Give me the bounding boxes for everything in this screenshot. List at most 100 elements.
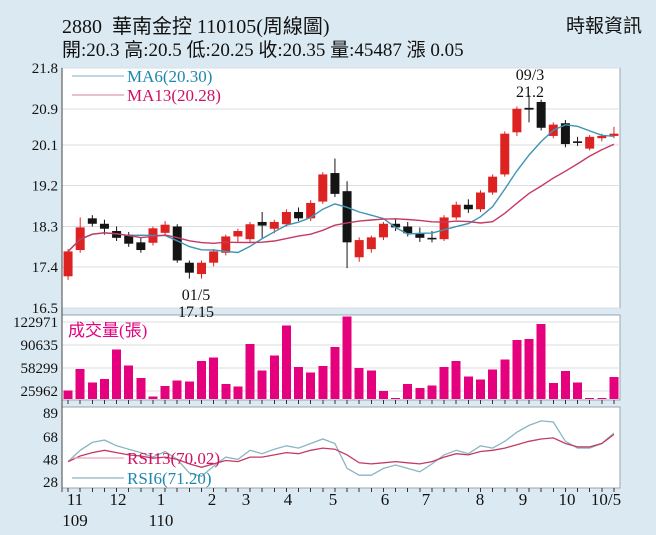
- candle: [294, 207, 304, 222]
- candle: [391, 219, 401, 232]
- price-y-tick: 21.8: [32, 61, 58, 77]
- candle-body: [172, 226, 182, 261]
- volume-bar: [488, 369, 498, 399]
- candle-body: [439, 217, 449, 240]
- candle-body: [488, 176, 498, 193]
- candle: [342, 181, 352, 269]
- candle: [318, 172, 328, 204]
- candle: [573, 136, 583, 146]
- candle-body: [160, 224, 170, 233]
- ma13-legend-label: MA13(20.28): [127, 86, 221, 105]
- volume-bar: [197, 361, 206, 399]
- x-axis-ticks: [67, 400, 615, 492]
- candle-body: [245, 224, 255, 240]
- volume-bar: [184, 381, 194, 399]
- candle: [451, 201, 461, 220]
- volume-y-tick: 25962: [21, 384, 59, 400]
- month-label: 10/5: [591, 490, 621, 509]
- month-label: 8: [476, 490, 485, 509]
- candle: [463, 199, 473, 213]
- candle-body: [184, 262, 194, 273]
- candle-body: [609, 133, 619, 136]
- candle-body: [366, 237, 376, 250]
- price-y-tick: 17.4: [32, 260, 59, 276]
- price-y-tick: 16.5: [32, 301, 58, 317]
- candle: [257, 212, 267, 238]
- rsi13-legend-label: RSI13(70.02): [127, 449, 220, 468]
- annotation-text: 17.15: [178, 304, 214, 321]
- candle-body: [524, 107, 534, 110]
- candle: [476, 190, 485, 212]
- volume-bar: [573, 382, 583, 399]
- price-y-tick: 20.9: [32, 102, 58, 118]
- volume-bar: [160, 385, 170, 399]
- month-label: 12: [110, 490, 127, 509]
- volume-bar: [597, 398, 607, 399]
- volume-bar: [124, 365, 134, 399]
- volume-bar: [172, 380, 182, 399]
- year-label: 110: [149, 511, 174, 530]
- candle-body: [403, 226, 413, 234]
- candle-body: [306, 202, 316, 219]
- candle: [488, 174, 498, 195]
- ma6-legend-label: MA6(20.30): [127, 67, 212, 86]
- candle-body: [536, 101, 546, 128]
- month-label: 2: [208, 490, 217, 509]
- volume-bar: [354, 368, 364, 399]
- candle: [378, 221, 388, 241]
- volume-bar: [427, 385, 437, 399]
- volume-bar: [63, 390, 73, 399]
- candle-body: [197, 262, 206, 275]
- candle: [124, 231, 134, 247]
- volume-bar: [378, 390, 388, 399]
- volume-y-axis-labels: 122971 90635 58299 25962: [13, 315, 58, 400]
- rsi13-line: [67, 433, 615, 468]
- volume-bar: [403, 383, 413, 399]
- candle-body: [330, 173, 340, 194]
- candle-body: [378, 223, 388, 238]
- volume-bar: [366, 370, 376, 399]
- volume-bar: [585, 398, 595, 399]
- month-label: 3: [242, 490, 251, 509]
- volume-bar: [281, 325, 291, 399]
- candle: [136, 237, 146, 253]
- candle: [172, 224, 182, 263]
- volume-bar: [536, 324, 546, 399]
- month-label: 7: [422, 490, 431, 509]
- annotation-text: 01/5: [182, 287, 210, 304]
- candle-body: [99, 223, 109, 229]
- candle-body: [221, 236, 231, 253]
- annotation-text: 09/3: [516, 67, 544, 84]
- rsi6-legend-label: RSI6(71.20): [127, 469, 212, 488]
- volume-bars: [63, 316, 619, 399]
- volume-y-tick: 90635: [21, 338, 59, 354]
- candle: [281, 209, 291, 227]
- candle: [330, 158, 340, 198]
- volume-bar: [209, 357, 219, 399]
- candle-body: [476, 192, 485, 210]
- volume-bar: [330, 346, 340, 399]
- volume-bar: [306, 372, 316, 399]
- year-labels: 109 110: [62, 511, 173, 530]
- volume-bar: [233, 386, 243, 399]
- candle-body: [318, 174, 328, 202]
- month-label: 5: [329, 490, 338, 509]
- volume-bar: [99, 378, 109, 399]
- rsi-y-tick: 48: [43, 452, 58, 468]
- candle-body: [281, 212, 291, 225]
- candle: [233, 228, 243, 243]
- candle: [366, 235, 376, 253]
- vendor-label: 時報資訊: [565, 16, 642, 37]
- candle-body: [63, 251, 73, 277]
- candle-body: [124, 234, 134, 244]
- quote-line: 開:20.3 高:20.5 低:20.25 收:20.35 量:45487 漲 …: [62, 40, 464, 61]
- candle: [197, 260, 206, 279]
- month-label: 9: [519, 490, 528, 509]
- annotation-text: 21.2: [516, 84, 544, 101]
- candle-body: [560, 123, 570, 145]
- candle-body: [257, 221, 267, 226]
- candle: [209, 249, 219, 267]
- year-label: 109: [62, 511, 88, 530]
